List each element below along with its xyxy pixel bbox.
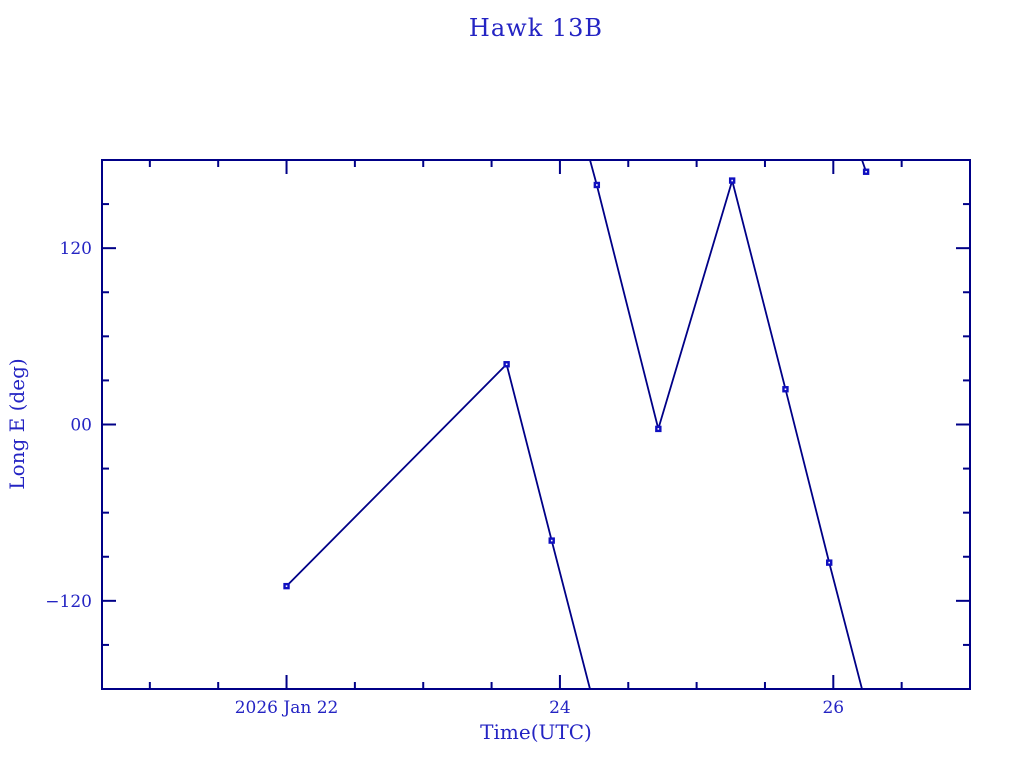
data-point-marker-center [285,585,288,587]
x-tick-label: 26 [822,698,844,718]
y-axis-label: Long E (deg) [5,358,29,490]
plot-border [101,159,971,690]
y-tick-label: −120 [45,592,92,612]
data-point-marker-center [596,184,598,186]
data-point-marker-center [657,428,660,430]
y-tick-label: 120 [60,239,92,259]
x-tick-label: 2026 Jan 22 [235,698,339,718]
data-point-marker-center [505,363,508,366]
data-line-segment [285,363,591,690]
data-point-marker-center [550,539,553,542]
data-line-segment [589,159,863,690]
x-axis-label: Time(UTC) [480,720,592,744]
chart-title: Hawk 13B [468,14,604,42]
data-point-marker-center [784,388,787,391]
data-point-marker-center [731,179,733,182]
x-tick-label: 24 [549,698,571,718]
y-tick-label: 00 [70,416,92,436]
data-point-marker-center [828,561,831,564]
data-point-marker-center [865,170,867,173]
